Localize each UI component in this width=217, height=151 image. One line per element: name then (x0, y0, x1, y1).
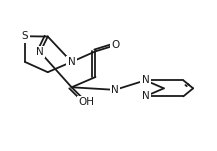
Text: S: S (22, 31, 28, 41)
Text: N: N (141, 91, 149, 101)
Text: N: N (141, 75, 149, 85)
Text: N: N (68, 57, 76, 67)
Text: N: N (111, 85, 119, 95)
Text: N: N (36, 47, 44, 57)
Text: OH: OH (79, 97, 95, 107)
Text: O: O (111, 40, 119, 50)
